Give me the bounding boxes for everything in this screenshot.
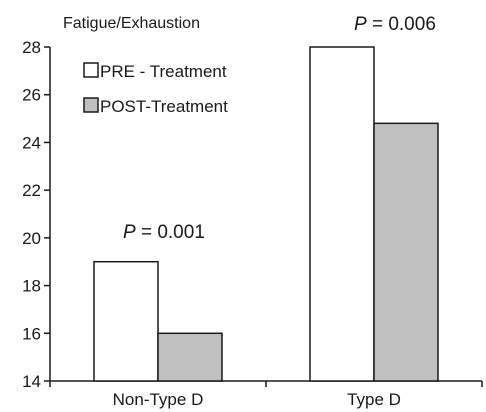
p-value-text: = 0.006 xyxy=(367,14,436,35)
annotations: P = 0.001 P = 0.006 xyxy=(123,14,436,243)
x-category-label: Type D xyxy=(347,390,401,409)
chart-title: Fatigue/Exhaustion xyxy=(63,15,200,32)
y-tick-label: 26 xyxy=(22,86,41,105)
legend-swatch-post xyxy=(83,97,99,113)
p-symbol: P xyxy=(123,222,136,243)
y-tick-label: 24 xyxy=(22,133,41,152)
bar-pre-treatment xyxy=(309,46,375,382)
x-category-label: Non-Type D xyxy=(113,390,204,409)
y-tick-label: 28 xyxy=(22,38,41,57)
p-value-text: = 0.001 xyxy=(136,222,205,243)
y-tick-label: 16 xyxy=(22,324,41,343)
bar-pre-treatment xyxy=(93,260,159,382)
legend-swatch-pre xyxy=(83,62,99,78)
y-tick-label: 18 xyxy=(22,277,41,296)
p-value-annotation: P = 0.006 xyxy=(354,14,436,35)
legend: PRE - Treatment POST-Treatment xyxy=(83,62,228,116)
y-tick-label: 22 xyxy=(22,181,41,200)
p-value-annotation: P = 0.001 xyxy=(123,222,205,243)
axes: 14 16 18 20 22 24 26 28 Non-Type D Type D xyxy=(22,38,483,409)
bars xyxy=(93,46,439,382)
legend-label-post: POST-Treatment xyxy=(100,97,228,116)
legend-label-pre: PRE - Treatment xyxy=(100,62,227,81)
p-symbol: P xyxy=(354,14,367,35)
y-tick-label: 14 xyxy=(22,372,41,391)
bar-post-treatment xyxy=(157,332,223,382)
y-tick-label: 20 xyxy=(22,229,41,248)
bar-post-treatment xyxy=(373,122,439,382)
